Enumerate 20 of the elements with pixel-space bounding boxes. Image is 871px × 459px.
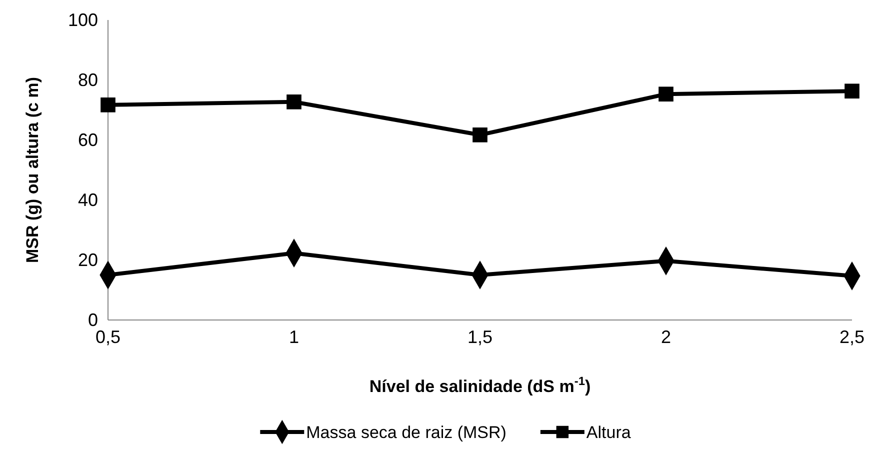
y-tick-label: 80	[78, 70, 98, 90]
y-tick-label: 60	[78, 130, 98, 150]
x-tick-label: 2,5	[839, 326, 865, 347]
point	[658, 86, 674, 102]
point	[472, 127, 488, 142]
point	[844, 84, 860, 99]
y-tick-label: 100	[68, 10, 98, 30]
x-axis-title: Nível de salinidade (dS m$^{-1}$)	[369, 374, 591, 396]
x-tick-label: 1,5	[467, 326, 493, 347]
legend-label: Massa seca de raiz (MSR)	[306, 422, 506, 442]
x-tick-label: 1	[288, 326, 300, 347]
x-tick-label: 0,5	[95, 326, 121, 347]
point	[286, 94, 302, 110]
y-tick-label: 0	[88, 310, 98, 330]
point	[100, 97, 116, 112]
legend-label: Altura	[586, 422, 632, 442]
y-axis-title: MSR (g) ou altura (c m)	[23, 76, 42, 264]
y-tick-label: 20	[78, 250, 98, 270]
x-tick-label: 2	[660, 326, 672, 347]
y-tick-label: 40	[78, 190, 98, 210]
